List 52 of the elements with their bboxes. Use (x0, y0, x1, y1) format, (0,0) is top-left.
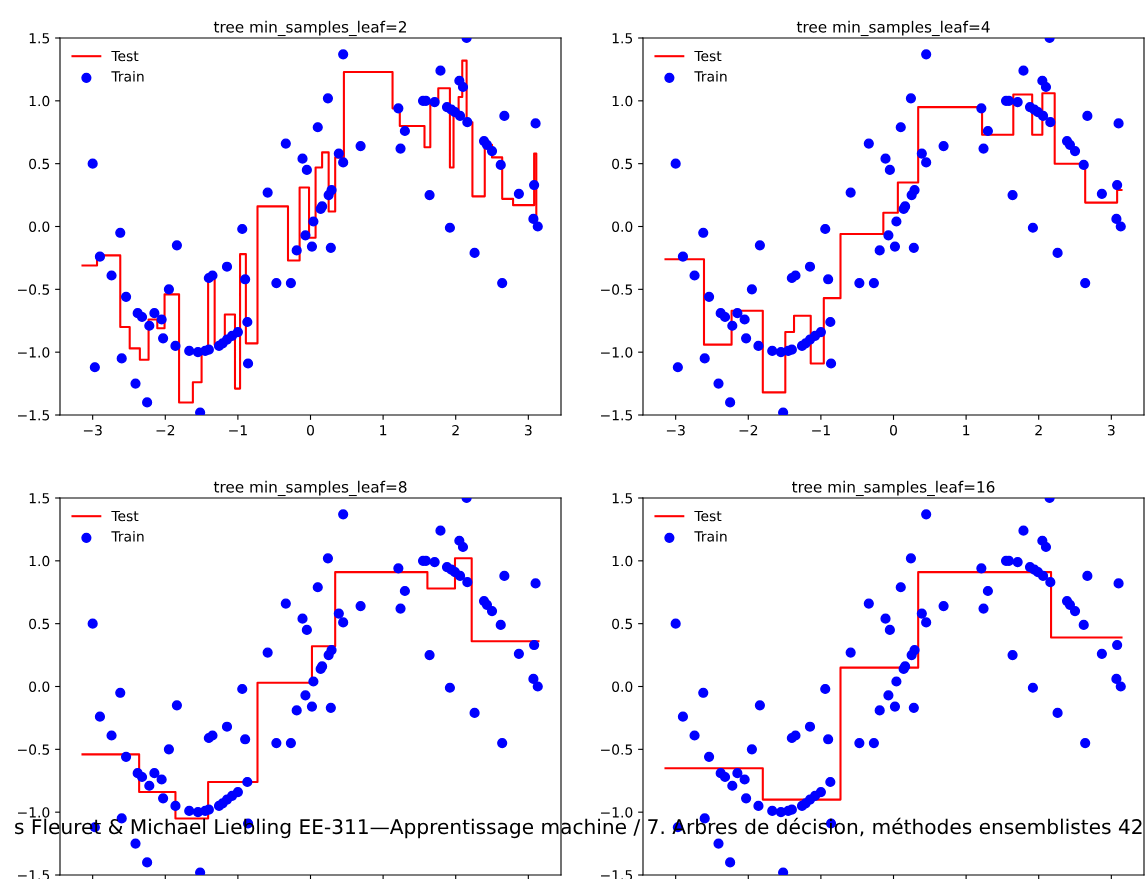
x-tick-label: 3 (524, 424, 532, 436)
x-tick-label: −1 (812, 425, 830, 436)
y-tick-label: −1.5 (601, 410, 633, 421)
y-tick-label: 0.5 (29, 158, 50, 170)
y-tick-label: −1.0 (18, 347, 50, 358)
chart-title: tree min_samples_leaf=8 (213, 480, 407, 497)
y-tick-label: 0.0 (29, 221, 50, 232)
x-tick-label: −3 (83, 424, 102, 436)
legend-label: Test (111, 50, 139, 62)
y-tick-label: 1.0 (612, 95, 633, 107)
y-tick-label: 1.5 (29, 493, 50, 504)
y-tick-label: −0.5 (601, 744, 633, 755)
x-tick-label: 2 (452, 424, 459, 436)
y-tick-label: −1.5 (18, 410, 50, 421)
x-tick-label: −2 (156, 424, 175, 436)
y-tick-label: −1.0 (601, 807, 633, 818)
y-tick-label: 0.5 (612, 618, 633, 630)
x-tick-label: 0 (890, 424, 897, 436)
y-tick-label: 1.5 (29, 33, 50, 44)
y-tick-label: −0.5 (18, 744, 50, 755)
y-tick-label: 1.5 (612, 33, 633, 44)
legend-label: Test (694, 510, 722, 522)
legend-label: Train (694, 70, 727, 82)
y-tick-label: 0.5 (612, 158, 633, 170)
y-tick-label: 0.0 (612, 681, 633, 692)
chart-title: tree min_samples_leaf=2 (213, 20, 407, 37)
y-tick-label: 1.0 (612, 555, 633, 567)
y-tick-label: 0.0 (612, 221, 633, 232)
y-tick-label: −1.0 (601, 347, 633, 358)
y-tick-label: 1.0 (29, 95, 50, 107)
y-tick-label: 1.5 (612, 493, 633, 504)
x-tick-label: 1 (380, 425, 387, 436)
y-tick-label: 1.0 (29, 555, 50, 567)
legend-label: Train (111, 70, 144, 82)
x-tick-label: −3 (666, 424, 685, 436)
chart-title: tree min_samples_leaf=4 (796, 20, 990, 37)
legend-label: Test (694, 50, 722, 62)
y-tick-label: −0.5 (18, 284, 50, 295)
y-tick-label: 0.5 (29, 618, 50, 630)
x-tick-label: 1 (963, 425, 970, 436)
x-tick-label: 3 (1107, 424, 1115, 436)
y-tick-label: 0.0 (29, 681, 50, 692)
x-tick-label: −2 (739, 424, 758, 436)
legend-label: Test (111, 510, 139, 522)
y-tick-label: −0.5 (601, 284, 633, 295)
y-tick-label: −1.0 (18, 807, 50, 818)
chart-title: tree min_samples_leaf=16 (792, 480, 995, 497)
x-tick-label: 0 (307, 424, 314, 436)
x-tick-label: −1 (229, 425, 247, 436)
x-tick-label: 2 (1035, 424, 1042, 436)
legend-label: Train (694, 530, 727, 542)
legend-label: Train (111, 530, 144, 542)
